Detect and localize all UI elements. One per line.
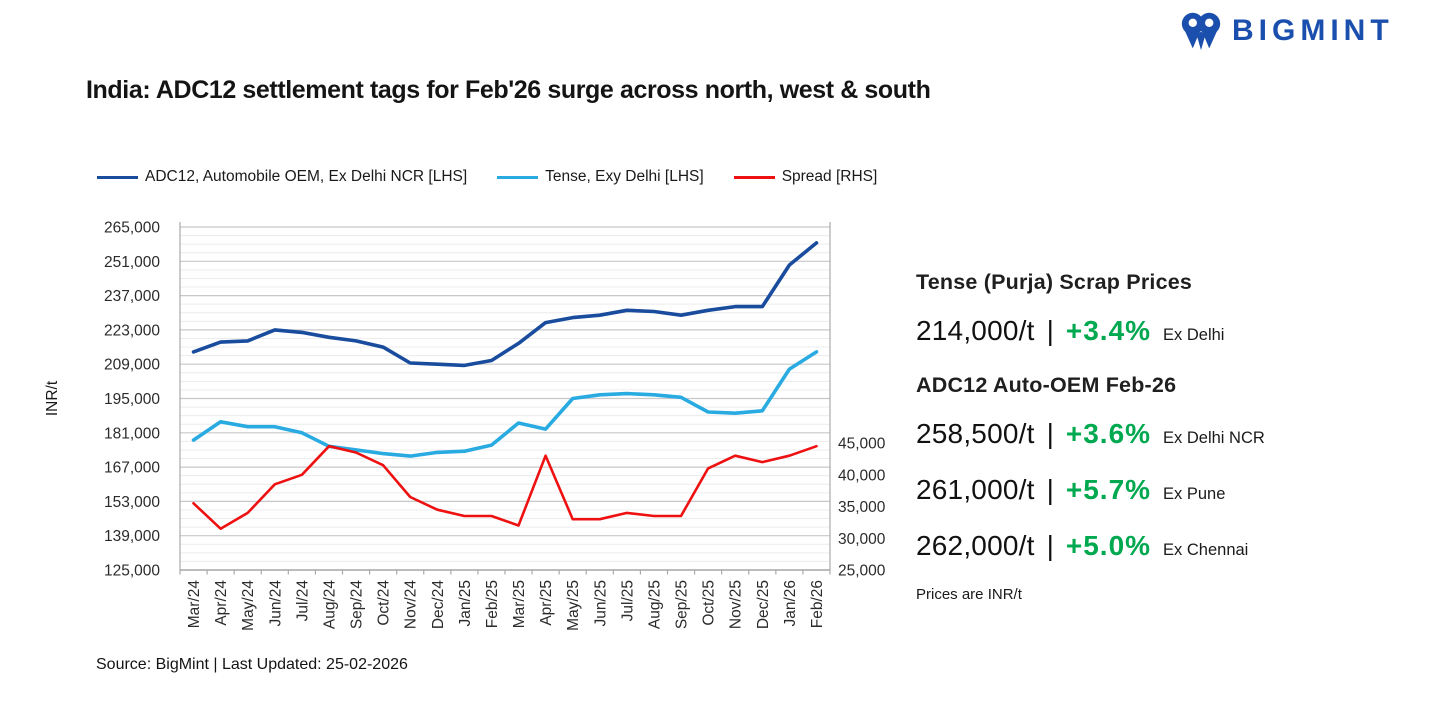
x-axis-label: Nov/24 (403, 580, 420, 629)
x-axis-label: Aug/25 (646, 580, 663, 629)
x-axis-label: Apr/25 (538, 580, 555, 626)
price-separator: | (1046, 315, 1054, 346)
x-axis-label: Oct/25 (701, 580, 718, 626)
price-value: 258,500/t (916, 418, 1035, 449)
x-axis-label: Nov/25 (728, 580, 745, 629)
price-change-percent: +5.7% (1065, 474, 1152, 505)
panel-note: Prices are INR/t (916, 586, 1022, 603)
bigmint-logo: BIGMINT (1178, 10, 1394, 52)
left-axis-tick-label: 209,000 (104, 357, 160, 374)
left-axis-tick-label: 223,000 (104, 322, 160, 339)
price-separator: | (1046, 418, 1054, 449)
price-location: Ex Pune (1163, 485, 1226, 503)
series-line-0 (191, 241, 819, 368)
right-axis-tick-label: 30,000 (838, 531, 886, 548)
x-axis-label: Mar/24 (186, 580, 203, 629)
right-axis-tick-label: 25,000 (838, 563, 886, 580)
price-location: Ex Delhi (1163, 326, 1225, 344)
right-axis-tick-label: 40,000 (838, 467, 886, 484)
panel-heading: Tense (Purja) Scrap Prices (916, 270, 1193, 294)
x-axis-label: Jun/25 (592, 580, 609, 627)
legend-swatch-icon (497, 175, 539, 179)
legend-label: ADC12, Automobile OEM, Ex Delhi NCR [LHS… (145, 168, 468, 185)
price-row: 262,000/t | +5.0% Ex Chennai (916, 530, 1421, 562)
x-axis-label: Aug/24 (321, 580, 338, 630)
price-summary-panel: Tense (Purja) Scrap Prices 214,000/t | +3.4… (916, 270, 1421, 603)
series-line-2 (192, 444, 818, 531)
right-axis-tick-label: 35,000 (838, 499, 886, 516)
legend-item-0: ADC12, Automobile OEM, Ex Delhi NCR [LHS… (97, 168, 467, 186)
left-axis-tick-label: 195,000 (104, 391, 160, 408)
panel-heading: ADC12 Auto-OEM Feb-26 (916, 373, 1177, 397)
x-axis-label: Feb/25 (484, 580, 501, 628)
x-axis-label: May/25 (565, 580, 582, 631)
price-separator: | (1046, 530, 1054, 561)
price-row: 258,500/t | +3.6% Ex Delhi NCR (916, 418, 1421, 450)
legend-label: Tense, Exy Delhi [LHS] (545, 168, 704, 185)
x-axis-label: Dec/24 (430, 580, 447, 629)
left-axis-tick-label: 139,000 (104, 528, 160, 545)
x-axis-label: May/24 (240, 580, 257, 631)
price-row: 261,000/t | +5.7% Ex Pune (916, 474, 1421, 506)
series-line-1 (191, 350, 819, 458)
chart-title: India: ADC12 settlement tags for Feb'26 … (86, 76, 931, 104)
x-axis-label: Oct/24 (376, 580, 393, 626)
x-axis-label: Dec/25 (755, 580, 772, 629)
price-value: 262,000/t (916, 530, 1035, 561)
x-axis-label: Sep/25 (674, 580, 691, 629)
x-axis-label: Jun/24 (267, 580, 284, 627)
bigmint-logo-icon (1181, 12, 1221, 51)
x-axis-label: Feb/26 (809, 580, 826, 628)
legend-label: Spread [RHS] (781, 168, 878, 185)
y-axis-title: INR/t (44, 380, 61, 416)
price-location: Ex Delhi NCR (1163, 429, 1265, 447)
left-axis-tick-label: 181,000 (104, 425, 160, 442)
left-axis-tick-label: 251,000 (104, 254, 160, 271)
price-change-percent: +5.0% (1065, 530, 1152, 561)
left-axis-tick-label: 265,000 (104, 220, 160, 237)
price-change-percent: +3.4% (1065, 315, 1152, 346)
price-separator: | (1046, 474, 1054, 505)
left-axis-tick-label: 237,000 (104, 288, 160, 305)
left-axis-tick-label: 167,000 (104, 460, 160, 477)
price-location: Ex Chennai (1163, 541, 1249, 559)
price-value: 261,000/t (916, 474, 1035, 505)
x-axis-label: Jan/25 (457, 580, 474, 627)
x-axis-label: Jul/25 (619, 580, 636, 621)
legend-swatch-icon (733, 175, 775, 179)
right-axis-tick-label: 45,000 (838, 436, 886, 453)
bigmint-logo-text: BIGMINT (1232, 14, 1394, 47)
price-change-percent: +3.6% (1065, 418, 1152, 449)
x-axis-label: Apr/24 (213, 580, 230, 626)
source-note: Source: BigMint | Last Updated: 25-02-20… (96, 656, 408, 673)
legend-item-2: Spread [RHS] (733, 168, 878, 186)
x-axis-label: Mar/25 (511, 580, 528, 628)
price-value: 214,000/t (916, 315, 1035, 346)
x-axis-label: Sep/24 (349, 580, 366, 630)
price-row: 214,000/t | +3.4% Ex Delhi (916, 315, 1421, 347)
left-axis-tick-label: 125,000 (104, 563, 160, 580)
legend-swatch-icon (97, 175, 138, 179)
left-axis-tick-label: 153,000 (104, 494, 160, 511)
x-axis-label: Jul/24 (294, 580, 311, 622)
chart-legend: ADC12, Automobile OEM, Ex Delhi NCR [LHS… (97, 168, 877, 186)
legend-item-1: Tense, Exy Delhi [LHS] (497, 168, 704, 186)
x-axis-label: Jan/26 (782, 580, 799, 627)
